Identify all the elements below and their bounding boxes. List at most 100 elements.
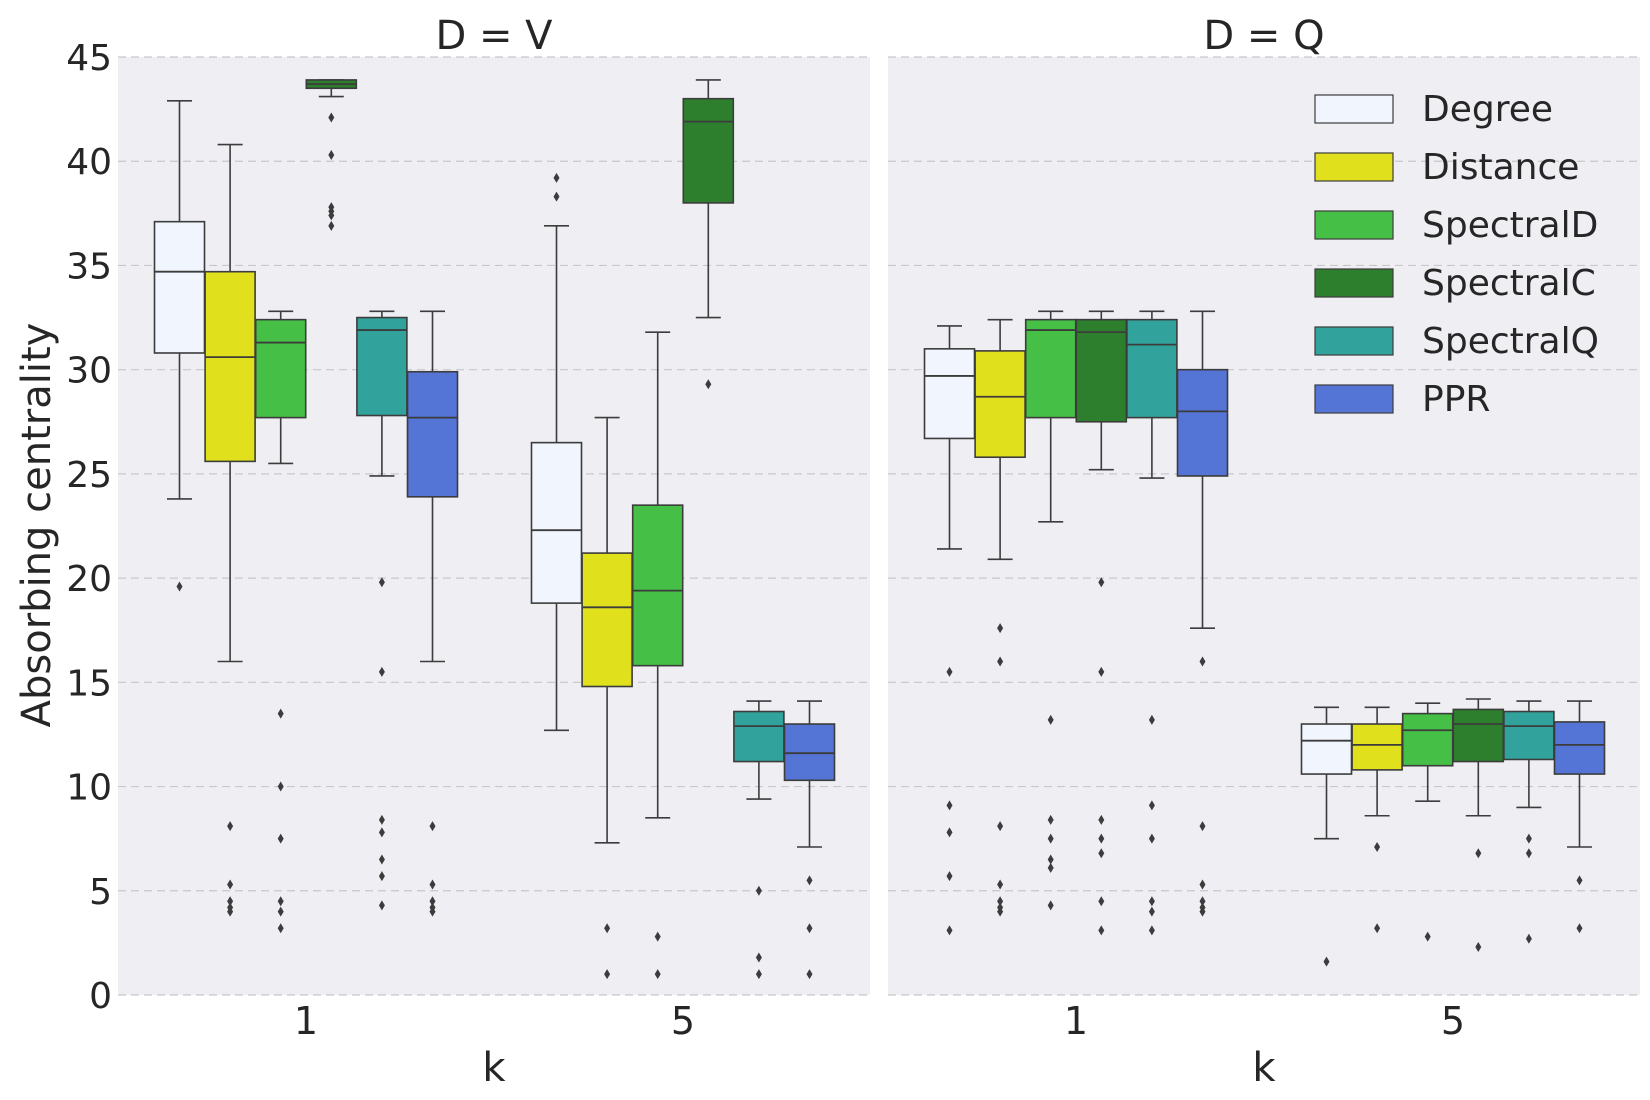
outlier-point — [1199, 656, 1206, 667]
box-iqr — [974, 350, 1026, 459]
box-ppr-k5 — [1553, 700, 1606, 934]
box-iqr — [1401, 712, 1454, 767]
outlier-point — [553, 191, 560, 202]
outlier-point — [997, 879, 1004, 890]
legend-swatch — [1314, 94, 1394, 124]
box-iqr — [1452, 708, 1505, 763]
outlier-point — [1148, 833, 1155, 844]
panel-title: D = Q — [1203, 13, 1324, 59]
outlier-point — [328, 149, 335, 160]
outlier-point — [378, 827, 385, 838]
y-axis-label: Absorbing centrality — [14, 323, 60, 728]
outlier-point — [1374, 842, 1381, 853]
outlier-point — [378, 814, 385, 825]
outlier-point — [328, 220, 335, 231]
box-spectrald-k1 — [254, 310, 307, 934]
outlier-point — [806, 969, 813, 980]
outlier-point — [705, 379, 712, 390]
legend-item-spectralc: SpectralC — [1314, 263, 1596, 304]
x-axis-label: k — [1252, 1045, 1276, 1091]
box-degree-k5 — [1300, 706, 1353, 967]
legend-swatch — [1314, 268, 1394, 298]
outlier-point — [997, 906, 1004, 917]
outlier-point — [1424, 931, 1431, 942]
outlier-point — [1576, 923, 1583, 934]
box-degree-k5 — [530, 172, 583, 732]
outlier-point — [277, 923, 284, 934]
outlier-point — [946, 871, 953, 882]
y-tick-label: 5 — [89, 872, 112, 913]
box-spectralc-k1 — [1075, 310, 1128, 936]
legend-swatch — [1314, 326, 1394, 356]
outlier-point — [997, 656, 1004, 667]
outlier-point — [604, 969, 611, 980]
outlier-point — [176, 581, 183, 592]
outlier-point — [227, 906, 234, 917]
legend-label: Distance — [1422, 147, 1579, 188]
box-iqr — [783, 723, 836, 782]
outlier-point — [1098, 577, 1105, 588]
outlier-point — [1525, 833, 1532, 844]
x-tick-label: 5 — [671, 999, 695, 1043]
outlier-point — [1475, 848, 1482, 859]
box-spectrald-k5 — [631, 331, 684, 980]
outlier-point — [946, 827, 953, 838]
outlier-point — [755, 885, 762, 896]
box-ppr-k1 — [1176, 310, 1229, 917]
box-iqr — [1075, 318, 1128, 423]
box-spectralq-k5 — [1503, 700, 1555, 944]
box-degree-k1 — [923, 325, 976, 936]
box-iqr — [733, 710, 785, 763]
y-tick-label: 25 — [66, 455, 112, 496]
outlier-point — [604, 923, 611, 934]
box-iqr — [153, 220, 206, 354]
x-tick-label: 5 — [1441, 999, 1465, 1043]
outlier-point — [1199, 821, 1206, 832]
outlier-point — [429, 879, 436, 890]
outlier-point — [1576, 875, 1583, 886]
outlier-point — [946, 925, 953, 936]
box-iqr — [356, 316, 408, 417]
box-spectralc-k1 — [305, 79, 358, 231]
panel-2: D = Q 1 5 k — [888, 13, 1640, 1091]
outlier-point — [328, 112, 335, 123]
outlier-point — [1148, 800, 1155, 811]
outlier-point — [1047, 833, 1054, 844]
outlier-point — [277, 781, 284, 792]
outlier-point — [1199, 896, 1206, 907]
outlier-point — [429, 906, 436, 917]
y-tick-label: 30 — [66, 351, 112, 392]
legend-item-spectralq: SpectralQ — [1314, 321, 1599, 362]
box-iqr — [1503, 710, 1555, 761]
y-tick-label: 35 — [66, 246, 112, 287]
x-tick-label: 1 — [294, 999, 318, 1043]
y-tick-label: 15 — [66, 663, 112, 704]
plot-background — [888, 57, 1640, 995]
outlier-point — [328, 210, 335, 221]
box-iqr — [530, 441, 583, 604]
outlier-point — [378, 577, 385, 588]
outlier-point — [378, 666, 385, 677]
outlier-point — [277, 896, 284, 907]
outlier-point — [806, 923, 813, 934]
x-tick-label: 1 — [1064, 999, 1088, 1043]
outlier-point — [946, 666, 953, 677]
box-distance-k5 — [1351, 706, 1403, 934]
outlier-point — [1098, 848, 1105, 859]
legend: Degree Distance SpectralD SpectralC Spectral… — [1314, 89, 1599, 420]
box-spectralc-k5 — [682, 79, 735, 390]
legend-label: SpectralQ — [1422, 321, 1599, 362]
outlier-point — [1374, 923, 1381, 934]
legend-swatch — [1314, 152, 1394, 182]
box-spectralq-k1 — [356, 310, 408, 911]
outlier-point — [277, 708, 284, 719]
outlier-point — [378, 871, 385, 882]
outlier-point — [227, 896, 234, 907]
box-ppr-k1 — [406, 310, 459, 917]
box-iqr — [1553, 721, 1606, 775]
box-ppr-k5 — [783, 700, 836, 980]
box-distance-k1 — [974, 318, 1026, 917]
y-tick-label: 40 — [66, 142, 112, 183]
outlier-point — [1199, 879, 1206, 890]
